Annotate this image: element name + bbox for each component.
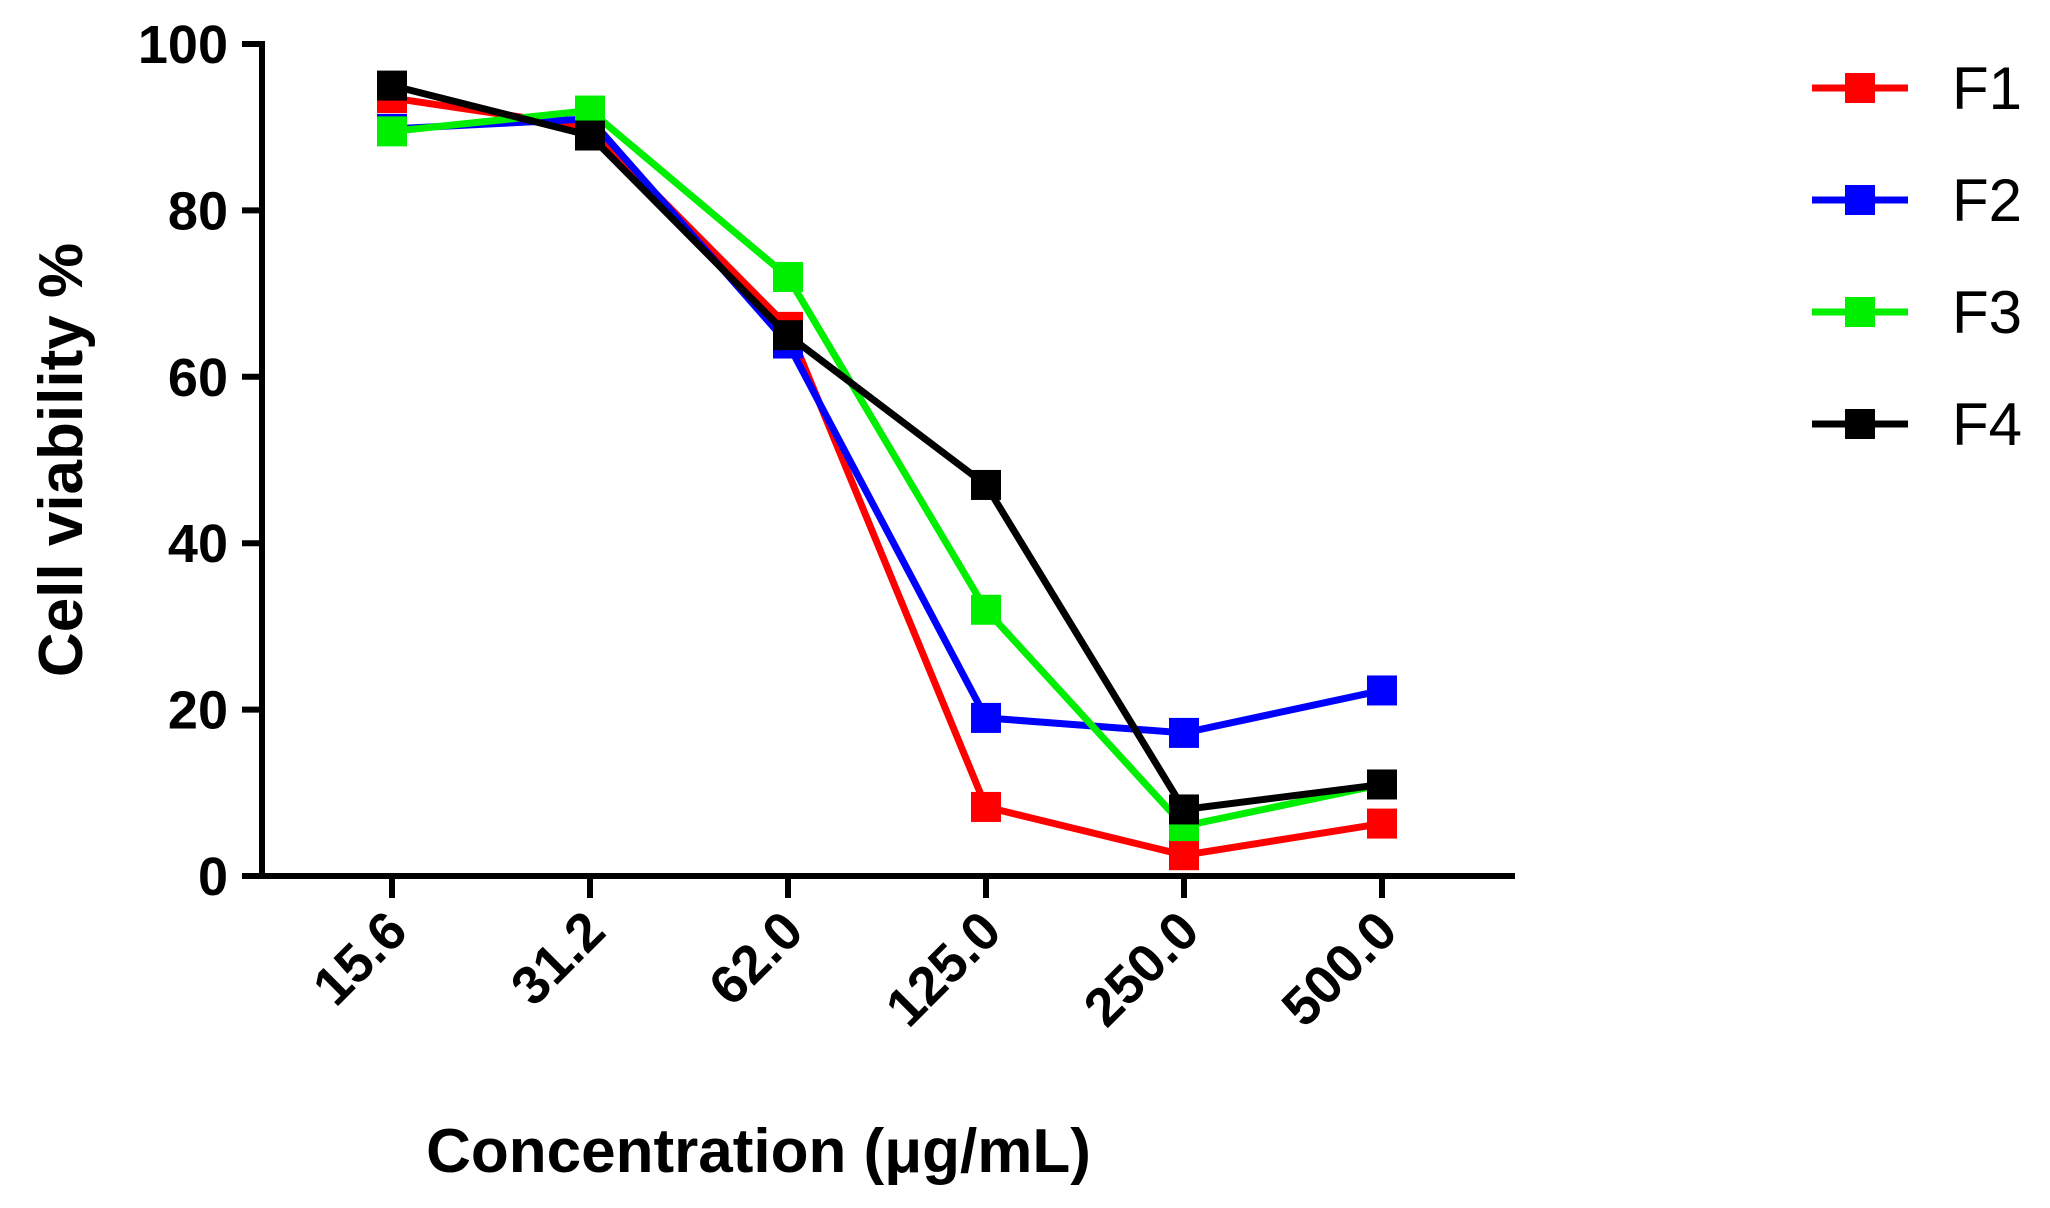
y-ticks: 0 20 40 60 80 100 — [138, 15, 262, 907]
legend-marker — [1845, 297, 1875, 327]
x-tick-label: 250.0 — [1073, 900, 1211, 1038]
x-tick-label: 125.0 — [875, 900, 1013, 1038]
x-axis-title: Concentration (μg/mL) — [426, 1117, 1091, 1186]
y-tick-label: 40 — [168, 514, 228, 574]
legend-label: F3 — [1952, 279, 2022, 346]
legend-item-F1: F1 — [1812, 55, 2022, 122]
data-point — [1367, 808, 1397, 839]
legend-label: F2 — [1952, 167, 2022, 234]
data-point — [971, 594, 1001, 625]
axes: 0 20 40 60 80 100 15.6 31.2 62.0 125.0 250.0 500.0 — [138, 15, 1515, 1038]
series-F4 — [377, 70, 1397, 825]
legend-label: F1 — [1952, 55, 2022, 122]
y-tick-label: 60 — [168, 348, 228, 408]
y-tick-label: 20 — [168, 681, 228, 741]
x-ticks: 15.6 31.2 62.0 125.0 250.0 500.0 — [302, 876, 1409, 1038]
y-tick-label: 80 — [168, 181, 228, 241]
series-line — [391, 115, 1383, 737]
x-tick-label: 500.0 — [1271, 900, 1409, 1038]
data-point — [1169, 840, 1199, 871]
legend-item-F4: F4 — [1812, 391, 2022, 458]
data-point — [1169, 794, 1199, 825]
series-line — [391, 82, 1383, 814]
series-F3 — [377, 95, 1397, 842]
series-line — [391, 106, 1383, 830]
data-point — [1169, 717, 1199, 748]
data-point — [773, 261, 803, 292]
data-point — [1367, 675, 1397, 706]
data-point — [377, 116, 407, 147]
x-tick-label: 31.2 — [500, 900, 617, 1017]
data-point — [773, 320, 803, 351]
x-tick-label: 62.0 — [698, 900, 815, 1017]
data-point — [575, 120, 605, 151]
legend-item-F2: F2 — [1812, 167, 2022, 234]
data-point — [971, 702, 1001, 733]
legend: F1 F2 F3 F4 — [1812, 55, 2022, 458]
y-tick-label: 0 — [198, 847, 228, 907]
series-line — [391, 94, 1383, 859]
legend-marker — [1845, 185, 1875, 215]
y-axis-title: Cell viability % — [27, 243, 96, 677]
legend-marker — [1845, 409, 1875, 439]
data-point — [971, 469, 1001, 500]
series-layer — [377, 70, 1397, 871]
legend-item-F3: F3 — [1812, 279, 2022, 346]
y-tick-label: 100 — [138, 15, 228, 75]
x-tick-label: 15.6 — [302, 900, 419, 1017]
legend-marker — [1845, 73, 1875, 103]
data-point — [1367, 769, 1397, 800]
data-point — [971, 791, 1001, 822]
series-F2 — [377, 103, 1397, 748]
data-point — [377, 70, 407, 101]
series-F1 — [377, 83, 1397, 871]
legend-label: F4 — [1952, 391, 2022, 458]
